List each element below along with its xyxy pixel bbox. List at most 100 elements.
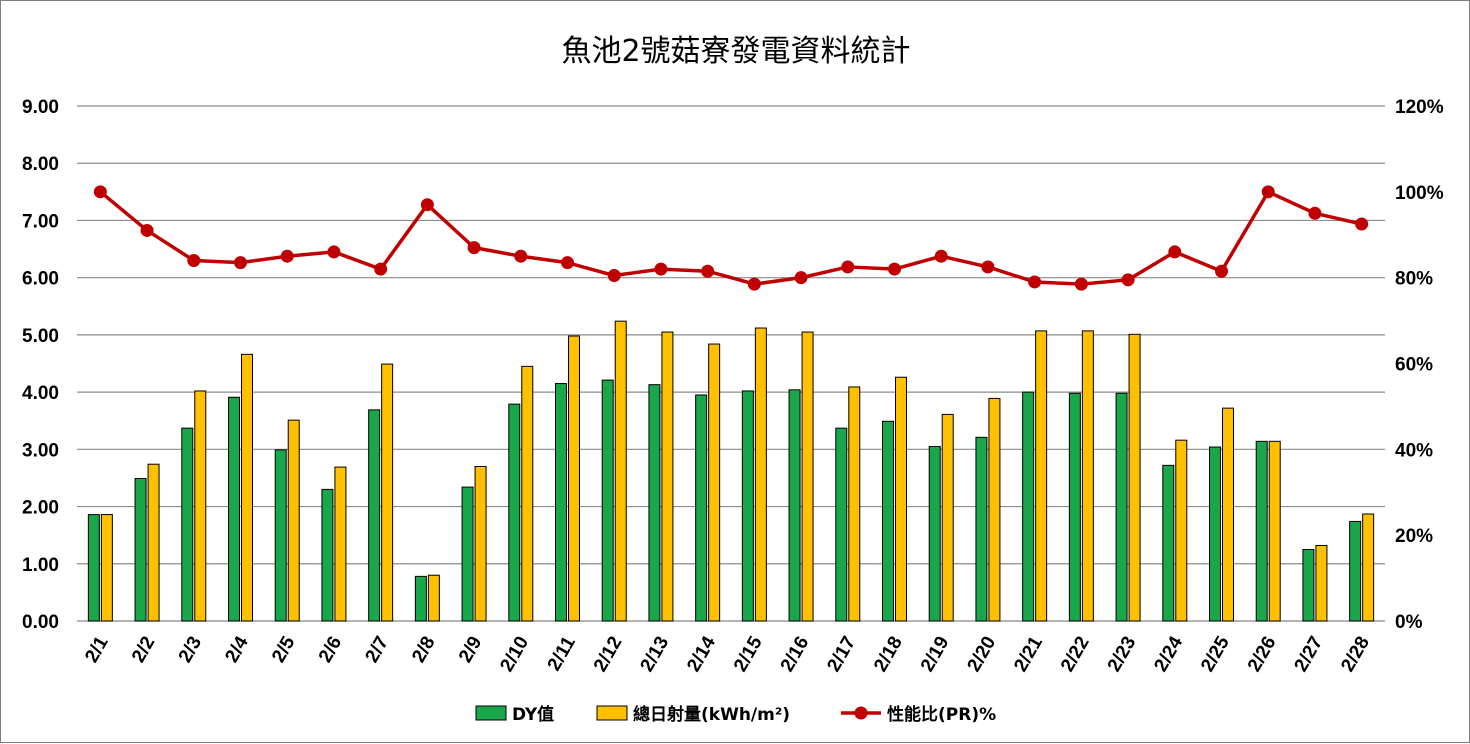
bar-dy-value <box>1115 392 1128 622</box>
bar-total-irradiation <box>147 463 160 622</box>
pr-point <box>1215 264 1228 278</box>
bar-dy-value <box>835 427 848 622</box>
y-right-tick-label: 120% <box>1395 97 1444 118</box>
bar-dy-value <box>975 436 988 622</box>
bar-dy-value <box>228 396 240 622</box>
bar-total-irradiation <box>194 390 207 622</box>
x-tick-label: 2/27 <box>1291 633 1328 676</box>
bar-total-irradiation <box>848 386 861 622</box>
bar-dy-value <box>601 379 614 622</box>
pr-point <box>93 185 107 199</box>
y-right-tick-label: 0% <box>1395 612 1423 633</box>
x-tick-label: 2/23 <box>1104 633 1141 676</box>
pr-point <box>888 262 901 276</box>
bar-total-irradiation <box>1081 330 1094 622</box>
bar-dy-value <box>87 514 100 622</box>
bar-dy-value <box>508 403 521 622</box>
bar-dy-value <box>555 383 567 622</box>
bar-total-irradiation <box>1222 407 1234 622</box>
pr-point <box>701 264 715 278</box>
pr-point <box>514 249 528 263</box>
bar-dy-value <box>461 486 474 622</box>
pr-line-path <box>99 190 1363 286</box>
legend-label-pr: 性能比(PR)% <box>887 704 996 725</box>
x-tick-label: 2/14 <box>683 633 720 676</box>
bar-dy-value <box>648 384 661 622</box>
y-left-tick-label: 2.00 <box>22 498 59 519</box>
x-tick-label: 2/2 <box>128 633 159 666</box>
x-tick-label: 2/7 <box>362 633 393 666</box>
bar-dy-value <box>1302 548 1315 622</box>
bar-total-irradiation <box>1128 333 1141 622</box>
x-tick-label: 2/20 <box>964 633 1001 676</box>
x-tick-label: 2/6 <box>315 633 346 666</box>
y-left-tick-label: 9.00 <box>22 97 59 118</box>
pr-point <box>1121 273 1135 287</box>
y-left-tick-label: 8.00 <box>22 154 59 175</box>
bar-total-irradiation <box>521 365 534 622</box>
legend-label-dy: DY值 <box>512 704 554 725</box>
x-tick-label: 2/18 <box>870 633 907 676</box>
pr-point <box>280 249 294 263</box>
x-tick-label: 2/28 <box>1337 633 1374 676</box>
bar-total-irradiation <box>1268 440 1281 622</box>
y-left-tick-label: 3.00 <box>22 440 59 461</box>
y-right-tick-label: 100% <box>1395 183 1444 204</box>
pr-point <box>420 198 434 212</box>
bar-dy-value <box>274 449 287 622</box>
bar-dy-value <box>1022 391 1035 622</box>
bar-dy-value <box>134 478 147 622</box>
pr-point <box>747 277 761 291</box>
bar-dy-value <box>741 390 754 622</box>
bars <box>87 320 1375 622</box>
x-tick-label: 2/22 <box>1057 633 1094 676</box>
pr-point <box>140 223 154 237</box>
bar-total-irradiation <box>287 419 300 622</box>
x-tick-label: 2/4 <box>221 633 253 667</box>
pr-point <box>327 245 341 259</box>
pr-point <box>1308 206 1322 220</box>
y-left-tick-label: 0.00 <box>22 612 59 633</box>
bar-total-irradiation <box>100 514 113 622</box>
bar-dy-value <box>1349 520 1362 622</box>
pr-point <box>1028 275 1042 289</box>
bar-total-irradiation <box>334 466 347 622</box>
x-tick-label: 2/19 <box>917 633 954 676</box>
x-tick-label: 2/3 <box>175 633 206 666</box>
y-left-tick-label: 7.00 <box>22 211 59 232</box>
y-right-tick-label: 40% <box>1395 440 1433 461</box>
y-left-tick-label: 4.00 <box>22 383 59 404</box>
x-tick-label: 2/8 <box>408 633 439 666</box>
pr-point <box>187 254 201 267</box>
y-left-tick-label: 5.00 <box>22 326 59 347</box>
bar-total-irradiation <box>708 343 721 622</box>
y-right-tick-label: 80% <box>1395 269 1433 290</box>
bar-total-irradiation <box>754 327 767 622</box>
x-tick-label: 2/21 <box>1010 633 1047 676</box>
pr-point <box>467 241 481 255</box>
bar-total-irradiation <box>474 466 487 622</box>
gridlines <box>77 105 1385 622</box>
bar-dy-value <box>1162 464 1175 622</box>
bar-total-irradiation <box>1035 330 1048 622</box>
x-tick-label: 2/9 <box>455 633 486 666</box>
bar-dy-value <box>1068 392 1081 622</box>
pr-point <box>934 249 948 263</box>
pr-point <box>1261 185 1275 199</box>
pr-point <box>841 260 855 274</box>
bar-total-irradiation <box>241 353 253 622</box>
bar-total-irradiation <box>941 413 954 622</box>
y-left-tick-label: 6.00 <box>22 269 59 290</box>
x-tick-label: 2/16 <box>777 633 814 676</box>
pr-point <box>607 269 621 283</box>
y-right-tick-label: 60% <box>1395 355 1433 376</box>
y-left-tick-label: 1.00 <box>22 555 59 576</box>
bar-dy-value <box>1209 446 1221 622</box>
pr-line <box>93 185 1369 291</box>
x-tick-label: 2/13 <box>637 633 674 676</box>
x-tick-label: 2/26 <box>1244 633 1281 676</box>
pr-point <box>654 262 668 276</box>
bar-dy-value <box>414 575 427 622</box>
